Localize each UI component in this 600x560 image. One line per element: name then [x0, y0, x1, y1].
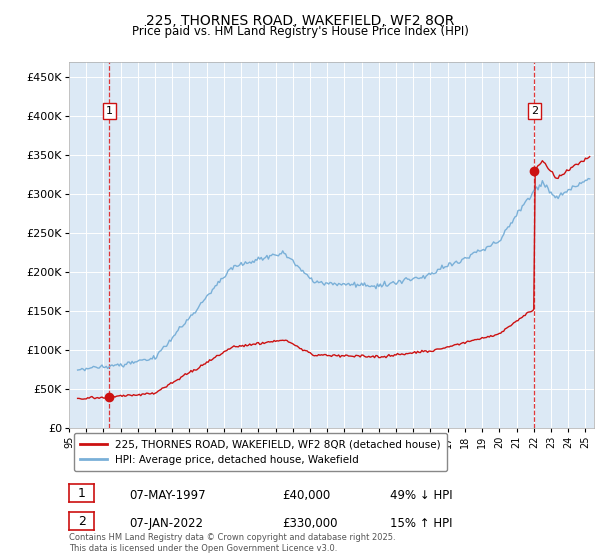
Text: 07-MAY-1997: 07-MAY-1997: [129, 489, 206, 502]
Text: £40,000: £40,000: [282, 489, 330, 502]
Text: 2: 2: [531, 106, 538, 116]
Text: £330,000: £330,000: [282, 517, 337, 530]
Text: Contains HM Land Registry data © Crown copyright and database right 2025.
This d: Contains HM Land Registry data © Crown c…: [69, 533, 395, 553]
Text: 225, THORNES ROAD, WAKEFIELD, WF2 8QR: 225, THORNES ROAD, WAKEFIELD, WF2 8QR: [146, 14, 454, 28]
Text: 1: 1: [77, 487, 86, 500]
Text: 2: 2: [77, 515, 86, 528]
Text: Price paid vs. HM Land Registry's House Price Index (HPI): Price paid vs. HM Land Registry's House …: [131, 25, 469, 38]
Text: 49% ↓ HPI: 49% ↓ HPI: [390, 489, 452, 502]
Text: 07-JAN-2022: 07-JAN-2022: [129, 517, 203, 530]
Text: 1: 1: [106, 106, 113, 116]
Text: 15% ↑ HPI: 15% ↑ HPI: [390, 517, 452, 530]
Legend: 225, THORNES ROAD, WAKEFIELD, WF2 8QR (detached house), HPI: Average price, deta: 225, THORNES ROAD, WAKEFIELD, WF2 8QR (d…: [74, 433, 447, 471]
